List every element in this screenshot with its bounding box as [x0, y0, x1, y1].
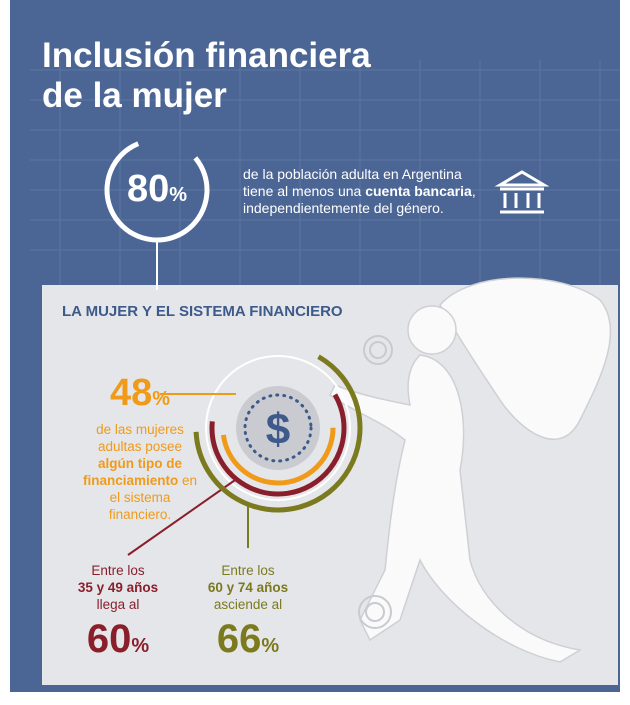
- stat-unit: %: [169, 184, 188, 206]
- ring-arc: [193, 343, 363, 513]
- text-bold: 35 y 49 años: [77, 580, 159, 595]
- text: de la población adulta en Argentina tien…: [243, 166, 462, 199]
- stat-35-49: Entre los 35 y 49 años llega al 60%: [58, 562, 178, 661]
- stat-value: 60: [86, 617, 132, 661]
- text-bold: algún tipo de financiamiento: [82, 456, 182, 488]
- stat-total-text: de la población adulta en Argentina tien…: [243, 166, 488, 217]
- stat-women: 48% de las mujeres adultas posee algún t…: [70, 372, 210, 523]
- section-title: LA MUJER Y EL SISTEMA FINANCIERO: [62, 303, 343, 320]
- stat-value: 66: [216, 617, 262, 661]
- title: Inclusión financiera de la mujer: [42, 36, 371, 116]
- text: , independientemente del género.: [243, 183, 476, 216]
- connector: [127, 477, 239, 556]
- coin: [236, 386, 320, 470]
- coin-dots: [243, 393, 313, 463]
- stat-unit: %: [261, 635, 280, 657]
- stat-value: 48: [109, 372, 153, 414]
- stat-60-74: Entre los 60 y 74 años asciende al 66%: [188, 562, 308, 661]
- decorations: [358, 335, 393, 629]
- stat-value: 80: [126, 168, 170, 210]
- ring-arc: [104, 137, 210, 243]
- text: de las mujeres adultas posee: [96, 422, 184, 454]
- ring-arc: [220, 370, 336, 486]
- stat-unit: %: [131, 635, 150, 657]
- woman-illustration: [329, 277, 612, 663]
- text-bold: cuenta bancaria: [365, 183, 472, 199]
- ring-arc: [209, 359, 347, 497]
- grid: [30, 60, 620, 285]
- text: Entre los: [221, 563, 275, 578]
- text: en el sistema financiero.: [108, 473, 198, 522]
- stat-unit: %: [152, 388, 171, 410]
- text: asciende al: [213, 597, 283, 612]
- white-ring: [205, 355, 351, 501]
- text: Entre los: [91, 563, 145, 578]
- title-line: de la mujer: [42, 76, 227, 115]
- bank-icon: [494, 170, 550, 214]
- stat-total: 80%: [107, 168, 207, 211]
- text: llega al: [96, 597, 140, 612]
- title-line: Inclusión financiera: [42, 36, 371, 75]
- text-bold: 60 y 74 años: [207, 580, 289, 595]
- dollar-sign: $: [266, 405, 290, 454]
